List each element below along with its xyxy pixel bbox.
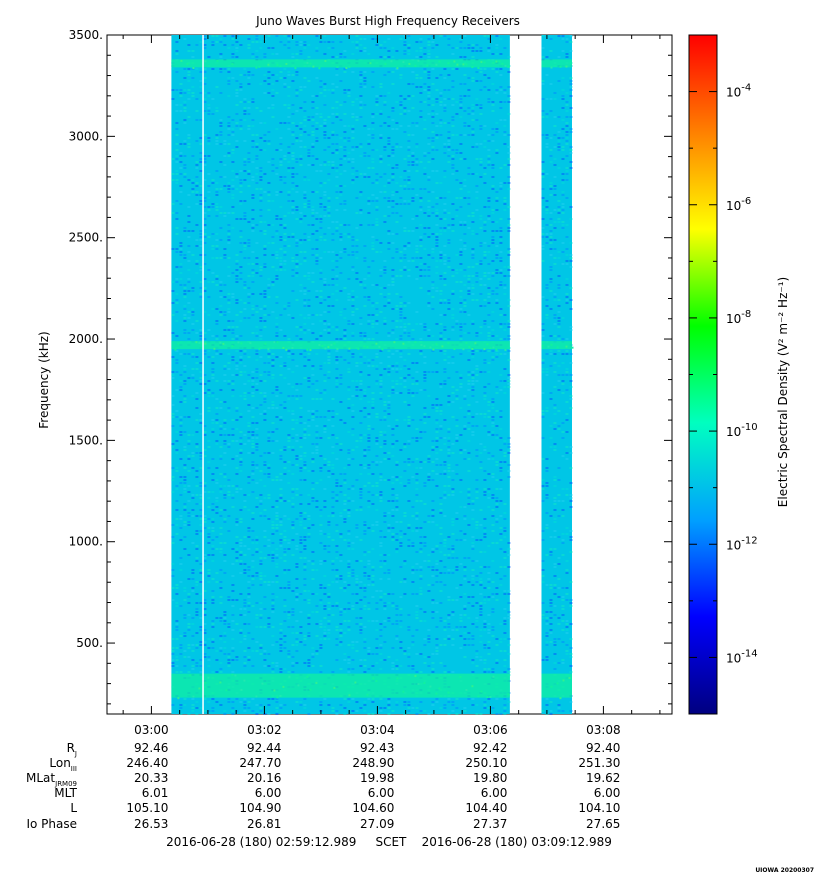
ephemeris-row-label: MLT — [54, 786, 77, 800]
colorbar-tick-label: 10-8 — [726, 309, 751, 326]
ephemeris-value: 27.37 — [473, 817, 507, 831]
ephemeris-value: 251.30 — [578, 756, 620, 770]
y-tick-label: 1500. — [69, 433, 103, 447]
ephemeris-value: 246.40 — [126, 756, 168, 770]
ephemeris-value: 92.44 — [247, 741, 281, 755]
ephemeris-value: 6.01 — [142, 786, 169, 800]
colorbar-tick-label: 10-4 — [726, 83, 751, 100]
ephemeris-value: 6.00 — [368, 786, 395, 800]
ephemeris-value: 6.00 — [255, 786, 282, 800]
colorbar-tick-label: 10-14 — [726, 648, 758, 665]
y-axis-label: Frequency (kHz) — [37, 331, 51, 428]
spectrogram-area — [171, 35, 574, 715]
ephemeris-row-label: LonIII — [49, 756, 77, 773]
y-tick-label: 3500. — [69, 28, 103, 42]
noise-texture — [541, 35, 573, 715]
emission-band — [541, 59, 572, 69]
ephemeris-value: 26.53 — [134, 817, 168, 831]
ephemeris-value: 27.09 — [360, 817, 394, 831]
emission-band — [541, 673, 572, 700]
ephemeris-value: 19.80 — [473, 771, 507, 785]
emission-band — [541, 341, 574, 350]
emission-band — [171, 673, 510, 700]
x-tick-label: 03:00 — [134, 723, 169, 737]
colorbar-tick-label: 10-12 — [726, 535, 758, 552]
colorbar-label: Electric Spectral Density (V² m⁻² Hz⁻¹) — [776, 277, 790, 507]
colorbar — [688, 34, 718, 715]
y-tick-label: 1000. — [69, 535, 103, 549]
ephemeris-value: 20.16 — [247, 771, 281, 785]
ephemeris-value: 92.42 — [473, 741, 507, 755]
y-tick-label: 2500. — [69, 231, 103, 245]
emission-band — [171, 59, 510, 70]
y-tick-label: 2000. — [69, 332, 103, 346]
ephemeris-value: 6.00 — [481, 786, 508, 800]
footer-time-range: 2016-06-28 (180) 02:59:12.989 SCET 2016-… — [166, 835, 612, 849]
ephemeris-value: 248.90 — [352, 756, 394, 770]
x-tick-label: 03:04 — [360, 723, 395, 737]
x-tick-label: 03:06 — [473, 723, 508, 737]
colorbar-tick-label: 10-10 — [726, 422, 758, 439]
ephemeris-value: 250.10 — [465, 756, 507, 770]
y-axis: 3500. 3000. 2500. 2000. 1500. 1000. 500. — [69, 28, 672, 705]
ephemeris-value: 20.33 — [134, 771, 168, 785]
ephemeris-value: 92.43 — [360, 741, 394, 755]
colorbar-tick-label: 10-6 — [726, 196, 751, 213]
uiowa-stamp: UIOWA 20200307 — [755, 867, 814, 874]
ephemeris-row-label: MLatJRM09 — [26, 771, 77, 788]
ephemeris-value: 104.90 — [239, 801, 281, 815]
y-tick-label: 3000. — [69, 129, 103, 143]
ephemeris-value: 27.65 — [586, 817, 620, 831]
ephemeris-value: 19.62 — [586, 771, 620, 785]
ephemeris-value: 104.60 — [352, 801, 394, 815]
ephemeris-value: 92.40 — [586, 741, 620, 755]
ephemeris-value: 26.81 — [247, 817, 281, 831]
y-tick-label: 500. — [76, 636, 103, 650]
x-tick-label: 03:02 — [247, 723, 282, 737]
x-tick-label: 03:08 — [586, 723, 621, 737]
ephemeris-value: 19.98 — [360, 771, 394, 785]
ephemeris-value: 105.10 — [126, 801, 168, 815]
ephemeris-value: 6.00 — [594, 786, 621, 800]
ephemeris-row-label: L — [70, 801, 77, 815]
x-axis: 03:00 03:02 03:04 03:06 03:08 — [122, 35, 661, 737]
chart-title: Juno Waves Burst High Frequency Receiver… — [255, 14, 520, 28]
ephemeris-value: 104.40 — [465, 801, 507, 815]
ephemeris-value: 247.70 — [239, 756, 281, 770]
colorbar-axis: 10-4 10-6 10-8 10-10 10-12 10-14 — [689, 34, 758, 715]
ephemeris-row-label: Io Phase — [26, 817, 77, 831]
ephemeris-value: 104.10 — [578, 801, 620, 815]
ephemeris-value: 92.46 — [134, 741, 168, 755]
ephemeris-row-label: RJ — [67, 741, 77, 758]
